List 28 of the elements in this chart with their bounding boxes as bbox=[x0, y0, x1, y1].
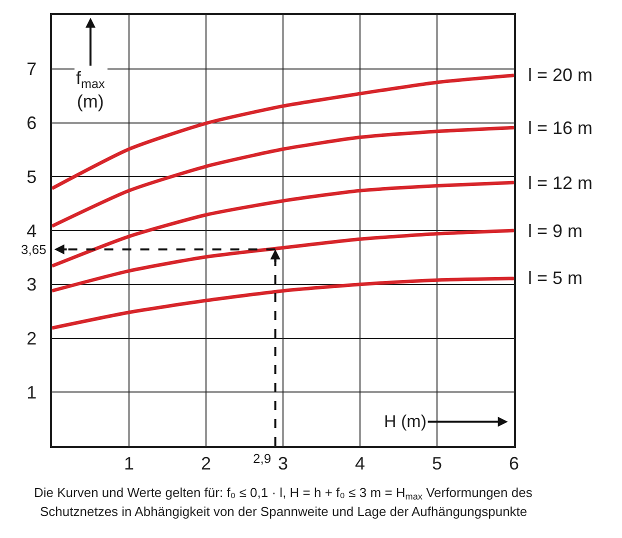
line-series bbox=[52, 276, 514, 330]
x-tick-label: 1 bbox=[124, 453, 134, 474]
x-axis-title: H (m) bbox=[384, 412, 426, 431]
x-tick-label: 5 bbox=[432, 453, 442, 474]
ref-line-label: 2,9 bbox=[253, 451, 272, 466]
y-tick-label: 1 bbox=[26, 382, 37, 402]
x-tick-label: 4 bbox=[354, 453, 366, 474]
line-series bbox=[52, 228, 514, 293]
y-tick-label: 7 bbox=[26, 59, 37, 80]
y-tick-label: 6 bbox=[26, 113, 37, 134]
line-series bbox=[52, 180, 514, 268]
text: Die Kurven und Werte gelten für: f₀ ≤ 0,1 · l, H = h + f₀ ≤ 3 m = H$_{max}$ Verformungen des bbox=[34, 485, 533, 502]
ref-line-label: 3,65 bbox=[21, 242, 46, 257]
text: Schutznetzes in Abhängigkeit von der Spannweite und Lage der Aufhängungspunkte bbox=[40, 504, 528, 519]
y-tick-label: 4 bbox=[26, 220, 37, 241]
x-tick-label: 3 bbox=[278, 453, 288, 474]
y-tick-label: 3 bbox=[26, 274, 37, 295]
x-tick-label: 2 bbox=[200, 453, 212, 474]
series-label: l = 9 m bbox=[528, 221, 583, 241]
series-label: l = 20 m bbox=[528, 65, 593, 85]
line-series bbox=[52, 126, 514, 228]
y-tick-label: 5 bbox=[26, 166, 37, 187]
series-label: l = 12 m bbox=[528, 173, 593, 193]
series-label: l = 16 m bbox=[528, 118, 593, 138]
y-axis-title: f$_{max}$ (m) bbox=[76, 68, 106, 112]
x-tick-label: 6 bbox=[508, 453, 520, 474]
y-tick-label: 2 bbox=[26, 328, 37, 349]
series-label: l = 5 m bbox=[528, 268, 583, 288]
